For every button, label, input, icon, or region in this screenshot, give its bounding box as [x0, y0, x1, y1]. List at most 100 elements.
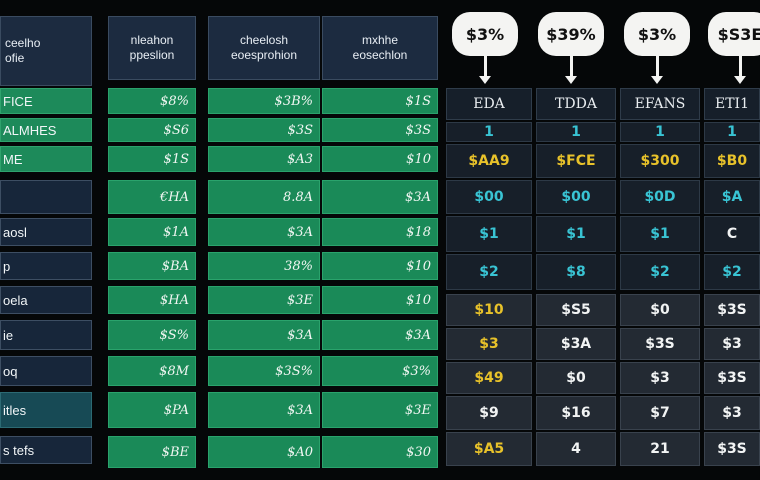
right-table-cell: $8: [536, 254, 616, 290]
right-table-cell: $00: [536, 180, 616, 214]
value-cell: $S6: [108, 118, 196, 142]
left-label-row: aosl: [0, 218, 92, 246]
right-table-cell: $AA9: [446, 144, 532, 178]
left-label-text: FICE: [3, 93, 33, 109]
right-table-cell: $16: [536, 396, 616, 430]
value-cell: $1S: [108, 146, 196, 172]
right-table-cell: $2: [446, 254, 532, 290]
left-label-text: oq: [3, 363, 18, 379]
right-table-cell: $00: [446, 180, 532, 214]
value-cell: $3S: [208, 118, 320, 142]
left-header-line2: ofie: [5, 51, 25, 65]
left-label-text: aosl: [3, 224, 27, 240]
right-table-cell: $300: [620, 144, 700, 178]
value-cell: $A3: [208, 146, 320, 172]
value-cell: $3%: [322, 356, 438, 386]
left-label-row: FICE: [0, 88, 92, 114]
right-table-cell: $3: [704, 328, 760, 360]
left-label-row: oq: [0, 356, 92, 386]
down-arrow-icon: [656, 56, 659, 76]
column-header-1-line1: nleahon: [130, 33, 174, 47]
left-label-text: ME: [3, 151, 23, 167]
right-table-cell: $1: [536, 216, 616, 252]
right-column-header: TDDA: [536, 88, 616, 120]
value-cell: $3A: [208, 392, 320, 428]
value-cell: $3A: [322, 180, 438, 214]
value-cell: $BE: [108, 436, 196, 468]
right-table-cell: $7: [620, 396, 700, 430]
right-table-cell: $49: [446, 362, 532, 394]
value-cell: €HA: [108, 180, 196, 214]
value-cell: 8.8A: [208, 180, 320, 214]
right-table-cell: 21: [620, 432, 700, 466]
right-table-cell: $3S: [620, 328, 700, 360]
right-table-cell: $2: [620, 254, 700, 290]
left-label-text: itles: [3, 402, 27, 418]
right-table-cell: $0: [620, 294, 700, 326]
column-header-1-line2: ppeslion: [129, 48, 175, 62]
right-column-header: EFANS: [620, 88, 700, 120]
value-cell: $S%: [108, 320, 196, 350]
arrowhead-icon: [651, 76, 663, 84]
left-column-header: ceelho ofie: [0, 16, 92, 86]
right-table-cell: 1: [620, 122, 700, 142]
left-label-row: oela: [0, 286, 92, 314]
right-table-cell: $A5: [446, 432, 532, 466]
price-bubble: $S3E: [708, 12, 760, 56]
right-column-header: ETI1: [704, 88, 760, 120]
right-table-cell: $0: [536, 362, 616, 394]
right-table-cell: $3S: [704, 294, 760, 326]
right-table-cell: $10: [446, 294, 532, 326]
left-label-text: p: [3, 258, 11, 274]
value-cell: $PA: [108, 392, 196, 428]
right-table-cell: $A: [704, 180, 760, 214]
left-label-text: ie: [3, 327, 14, 343]
left-label-row: itles: [0, 392, 92, 428]
right-table-cell: 1: [536, 122, 616, 142]
left-label-row: ME: [0, 146, 92, 172]
right-table-cell: $2: [704, 254, 760, 290]
value-cell: $1S: [322, 88, 438, 114]
arrowhead-icon: [479, 76, 491, 84]
left-label-text: oela: [3, 292, 28, 308]
right-table-cell: 4: [536, 432, 616, 466]
value-cell: $3A: [208, 218, 320, 246]
left-label-row: p: [0, 252, 92, 280]
left-label-row: ALMHES: [0, 118, 92, 142]
left-label-text: ALMHES: [3, 122, 57, 138]
value-cell: $10: [322, 252, 438, 280]
right-table-cell: $1: [620, 216, 700, 252]
value-cell: $HA: [108, 286, 196, 314]
right-table-cell: $3: [704, 396, 760, 430]
price-bubble: $39%: [538, 12, 604, 56]
down-arrow-icon: [739, 56, 742, 76]
left-label-text: s tefs: [3, 442, 35, 458]
arrowhead-icon: [734, 76, 746, 84]
left-label-row: [0, 180, 92, 214]
right-column-header: EDA: [446, 88, 532, 120]
right-table-cell: 1: [446, 122, 532, 142]
value-cell: $BA: [108, 252, 196, 280]
column-header-2: cheelosh eoesprohion: [208, 16, 320, 80]
column-header-2-line1: cheelosh: [239, 33, 289, 47]
right-table-cell: $0D: [620, 180, 700, 214]
value-cell: $8M: [108, 356, 196, 386]
value-cell: $1A: [108, 218, 196, 246]
left-label-row: s tefs: [0, 436, 92, 464]
value-cell: $10: [322, 286, 438, 314]
value-cell: $18: [322, 218, 438, 246]
right-table-cell: $3S: [704, 432, 760, 466]
value-cell: $A0: [208, 436, 320, 468]
down-arrow-icon: [570, 56, 573, 76]
value-cell: $10: [322, 146, 438, 172]
value-cell: $30: [322, 436, 438, 468]
right-table-cell: $3: [446, 328, 532, 360]
right-table-cell: $B0: [704, 144, 760, 178]
price-bubble: $3%: [452, 12, 518, 56]
right-table-cell: 1: [704, 122, 760, 142]
column-header-3-line2: eosechlon: [352, 48, 408, 62]
left-label-row: ie: [0, 320, 92, 350]
value-cell: $3A: [208, 320, 320, 350]
value-cell: $3S%: [208, 356, 320, 386]
value-cell: $3A: [322, 320, 438, 350]
